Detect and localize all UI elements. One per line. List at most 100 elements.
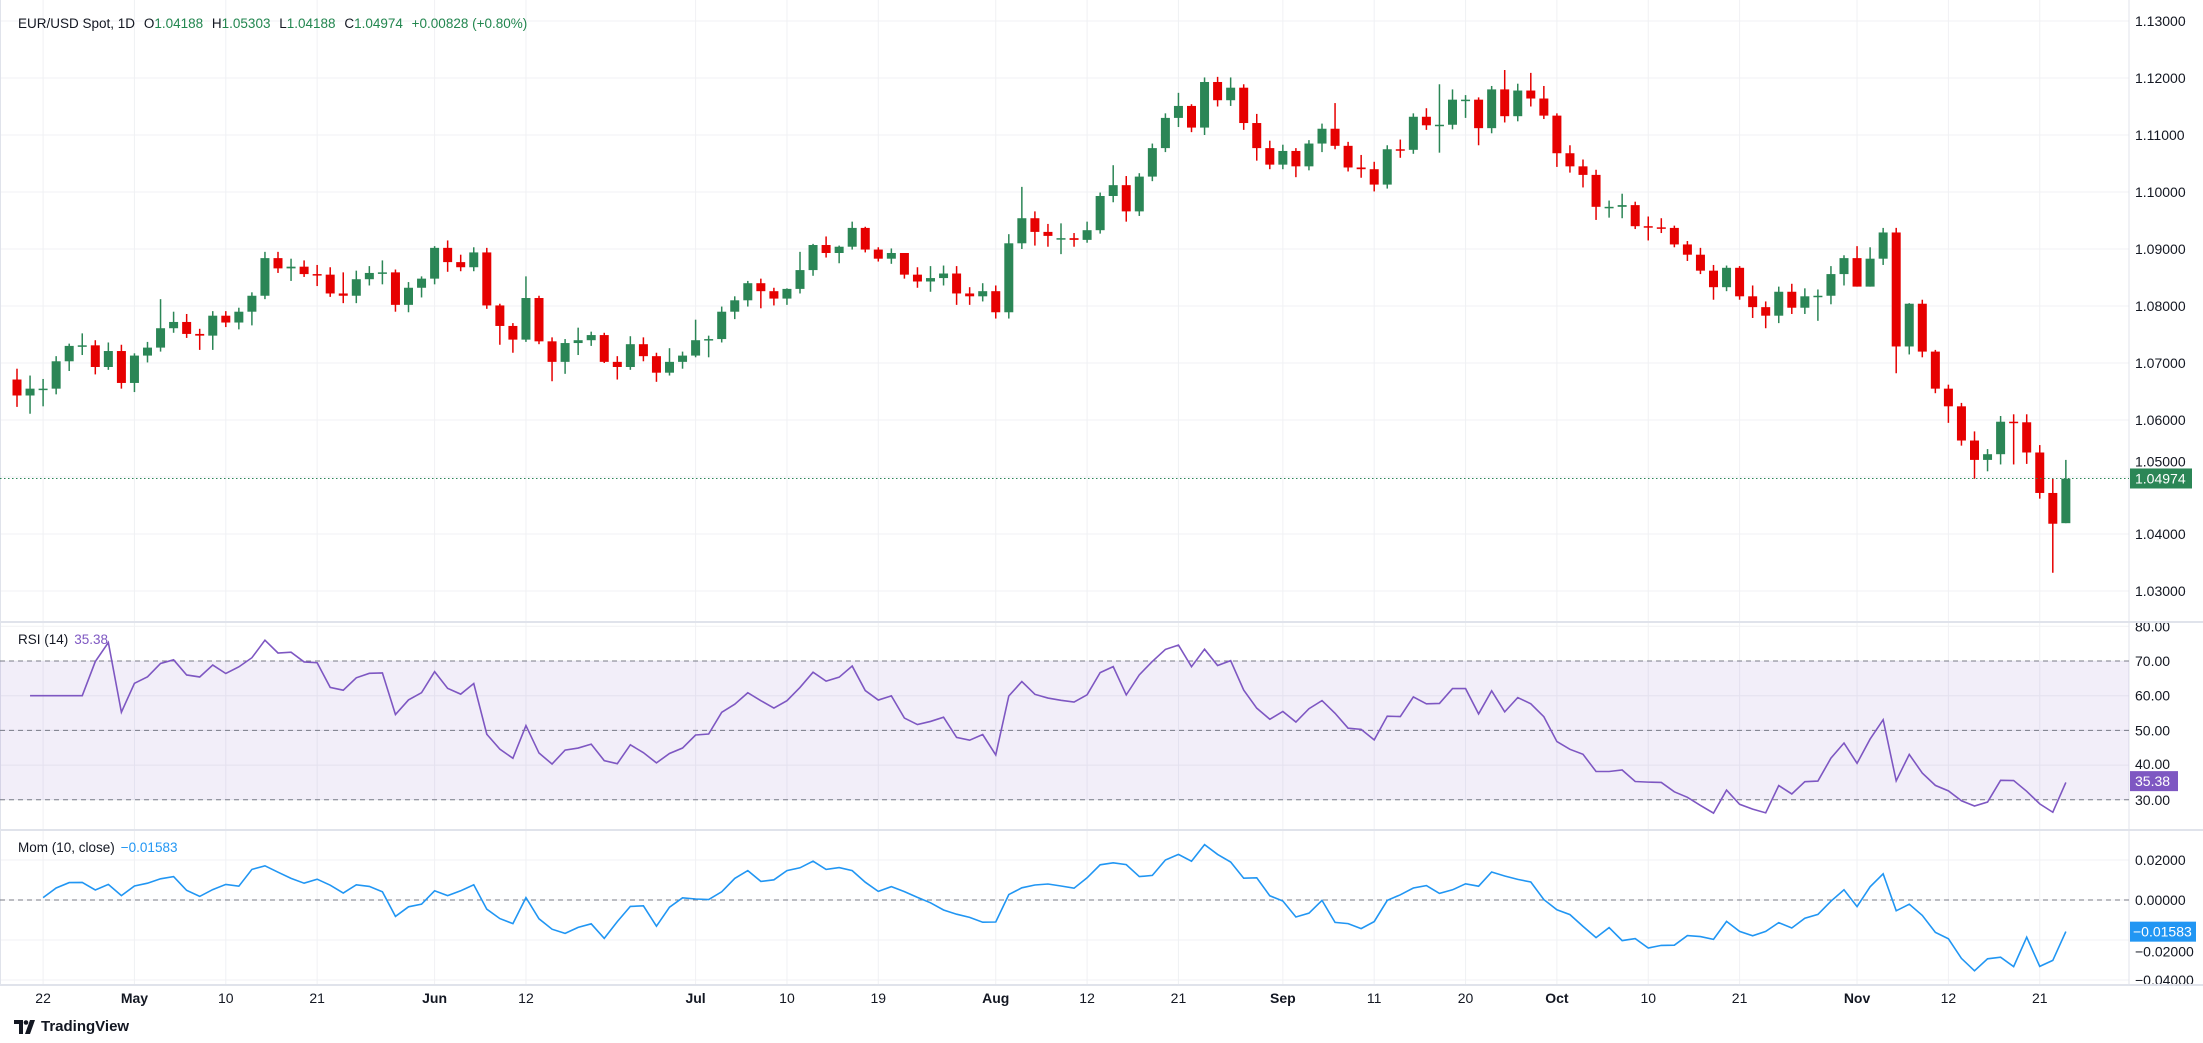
candle [1213, 76, 1223, 107]
candle-body [1917, 303, 1927, 352]
rsi-legend[interactable]: RSI (14) 35.38 [18, 632, 108, 647]
candle-body [756, 283, 766, 292]
candle [1369, 161, 1379, 192]
time-axis-label: 12 [1941, 990, 1957, 1006]
candle [364, 266, 374, 286]
time-axis-label: 22 [35, 990, 51, 1006]
candle [208, 311, 218, 350]
candle-body [1369, 169, 1379, 185]
candle-body [1513, 90, 1523, 117]
candle [612, 356, 622, 380]
candle [1004, 234, 1014, 319]
candle [1291, 148, 1301, 178]
candle [873, 247, 883, 262]
candle-body [299, 266, 309, 275]
candle [1839, 255, 1849, 286]
candle [273, 251, 283, 273]
candle [1852, 246, 1862, 287]
candle-body [1656, 227, 1666, 229]
candle-body [1134, 176, 1144, 212]
mom-tick-label: 0.02000 [2135, 852, 2186, 868]
candle [247, 292, 257, 326]
candle-body [1173, 105, 1183, 118]
candle-body [1330, 128, 1340, 146]
candle [952, 266, 962, 305]
time-axis-label: 12 [518, 990, 534, 1006]
candle-body [1056, 238, 1066, 240]
candle [651, 352, 661, 382]
candle-body [1761, 307, 1771, 316]
candle [1813, 289, 1823, 321]
mom-value-label: −0.01583 [2133, 924, 2192, 940]
candle [1200, 77, 1210, 135]
candle-body [521, 298, 531, 340]
time-axis-label: Nov [1844, 990, 1871, 1006]
candle-body [1448, 99, 1457, 125]
candle-body [116, 351, 126, 383]
time-axis-label: 20 [1458, 990, 1474, 1006]
candle-body [704, 339, 714, 341]
candle-body [1187, 105, 1196, 128]
candle [560, 339, 570, 374]
candle-body [625, 344, 635, 367]
candle [1539, 85, 1549, 120]
candle [90, 340, 100, 375]
candle [325, 267, 335, 297]
candle [1108, 165, 1118, 203]
candle-body [586, 335, 596, 341]
candle-body [1069, 238, 1079, 240]
candle-body [1578, 166, 1588, 175]
candle-body [1891, 232, 1901, 347]
candle [1134, 173, 1144, 216]
candle-body [1669, 227, 1679, 245]
rsi-line [30, 638, 2067, 815]
rsi-value-badge [2130, 771, 2178, 792]
candle [38, 378, 48, 407]
candle [221, 311, 231, 328]
candle [1630, 201, 1640, 230]
rsi-tick-label: 70.00 [2135, 653, 2170, 669]
candle-body [338, 293, 348, 296]
candle [1865, 247, 1875, 287]
candle [12, 368, 22, 407]
candle [495, 303, 505, 345]
high-readout: H1.05303 [212, 16, 271, 31]
candle-body [1565, 153, 1575, 167]
candle [1304, 140, 1314, 171]
candle [1552, 113, 1562, 167]
candle-body [156, 328, 166, 348]
open-label: O [143, 16, 155, 31]
tradingview-logo[interactable]: TradingView [14, 1018, 129, 1035]
candle-body [103, 351, 113, 367]
candle-body [1147, 148, 1157, 177]
candle-body [795, 270, 805, 289]
candle [1565, 145, 1575, 173]
candle-body [1252, 123, 1262, 149]
candle-body [2035, 452, 2045, 493]
candle [1095, 192, 1105, 234]
candle-body [1774, 291, 1784, 316]
candle [834, 245, 844, 264]
candle [2035, 445, 2045, 499]
mom-legend[interactable]: Mom (10, close) −0.01583 [18, 840, 177, 855]
time-axis-label: Sep [1270, 990, 1296, 1006]
candle [769, 287, 779, 306]
candle-body [1539, 98, 1549, 116]
time-axis-label: 10 [1640, 990, 1656, 1006]
candle [547, 337, 557, 382]
high-label: H [211, 16, 222, 31]
candle-body [743, 283, 753, 301]
candle-body [534, 298, 544, 342]
candle-body [1630, 205, 1640, 227]
candle [1930, 349, 1940, 394]
candle-body [717, 311, 727, 340]
price-tick-label: 1.03000 [2135, 583, 2186, 599]
candle-body [912, 274, 922, 282]
candle [1774, 286, 1784, 324]
candle-body [1095, 195, 1105, 231]
candle [156, 299, 166, 352]
candle [1722, 265, 1732, 292]
candle-body [547, 341, 557, 362]
candle [338, 272, 348, 304]
